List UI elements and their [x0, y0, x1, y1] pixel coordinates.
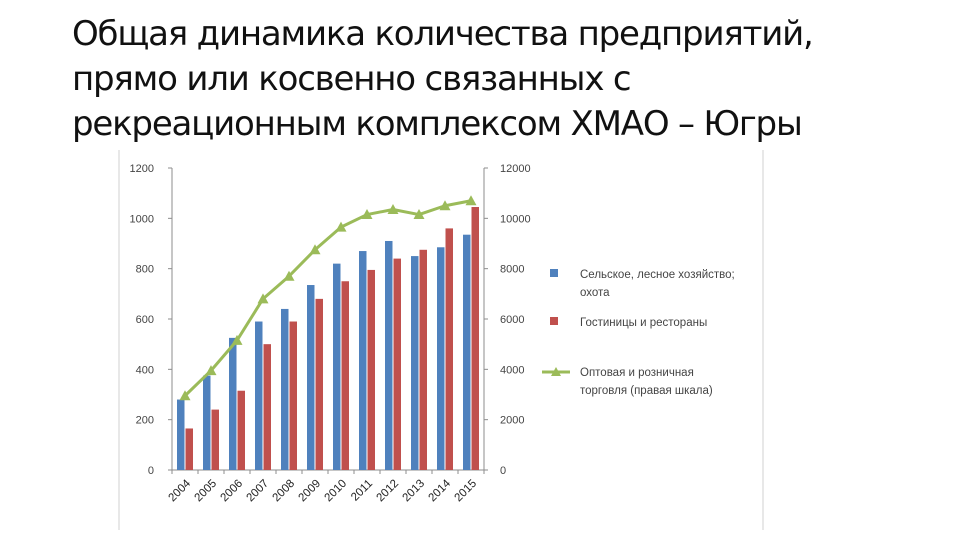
- title-line-1: Общая динамика количества предприятий,: [72, 14, 814, 54]
- y-right-tick-label: 12000: [500, 163, 531, 175]
- bar-series-1: [333, 263, 341, 470]
- line-point: [231, 334, 243, 345]
- legend-swatch: [550, 269, 558, 277]
- bar-series-2: [263, 344, 271, 470]
- y-right-tick-label: 6000: [500, 314, 524, 326]
- bar-series-2: [289, 321, 297, 470]
- bar-series-2: [393, 258, 401, 470]
- line-point: [387, 204, 399, 215]
- bar-series-2: [341, 281, 349, 470]
- bar-series-1: [359, 251, 367, 470]
- bar-series-2: [419, 249, 427, 470]
- plot-area: 0200400600800100012000200040006000800010…: [130, 163, 531, 504]
- line-point: [335, 221, 347, 232]
- line-point: [361, 209, 373, 220]
- bar-series-2: [185, 428, 193, 470]
- y-left-tick-label: 200: [136, 415, 154, 427]
- legend: Сельское, лесное хозяйство; охота Гостиниц…: [542, 269, 735, 397]
- bar-series-1: [255, 321, 263, 470]
- bar-series-2: [315, 298, 323, 470]
- legend-label: Гостиницы и рестораны: [580, 317, 707, 329]
- legend-label: Оптовая и розничная: [580, 367, 694, 379]
- bar-series-1: [229, 337, 237, 470]
- chart-svg: 0200400600800100012000200040006000800010…: [118, 150, 764, 530]
- bar-series-1: [203, 375, 211, 470]
- y-right-tick-label: 2000: [500, 415, 524, 427]
- y-right-tick-label: 8000: [500, 264, 524, 276]
- line-point: [465, 195, 477, 206]
- x-tick-label: 2015: [453, 478, 480, 505]
- y-left-tick-label: 800: [136, 264, 154, 276]
- bar-series-2: [211, 409, 219, 470]
- x-tick-label: 2010: [323, 478, 350, 505]
- title-line-3: рекреационным комплексом ХМАО – Югры: [72, 104, 803, 144]
- line-point: [309, 244, 321, 255]
- y-left-tick-label: 600: [136, 314, 154, 326]
- bar-series-1: [463, 234, 471, 470]
- line-point: [283, 270, 295, 281]
- x-tick-label: 2006: [219, 478, 246, 505]
- line-point: [205, 365, 217, 376]
- bar-series-2: [445, 228, 453, 470]
- y-left-tick-label: 1200: [130, 163, 154, 175]
- y-right-tick-label: 4000: [500, 364, 524, 376]
- x-tick-label: 2008: [271, 478, 298, 505]
- x-tick-label: 2012: [375, 478, 402, 505]
- line-point: [413, 209, 425, 220]
- bar-series-1: [385, 240, 393, 470]
- line-point: [179, 390, 191, 401]
- legend-marker: [551, 367, 561, 376]
- x-tick-label: 2011: [349, 478, 375, 504]
- x-tick-label: 2007: [245, 478, 272, 505]
- y-left-tick-label: 400: [136, 364, 154, 376]
- y-right-tick-label: 0: [500, 465, 506, 477]
- legend-label: торговля (правая шкала): [580, 385, 713, 397]
- legend-label: Сельское, лесное хозяйство;: [580, 269, 735, 281]
- bar-series-2: [471, 207, 479, 470]
- x-tick-label: 2005: [193, 478, 220, 505]
- bar-series-2: [237, 390, 245, 470]
- line-point: [439, 200, 451, 211]
- bar-series-1: [307, 285, 315, 470]
- x-tick-label: 2013: [401, 478, 428, 505]
- title-line-2: прямо или косвенно связанных с: [72, 59, 632, 99]
- bar-series-1: [437, 247, 445, 470]
- x-tick-label: 2014: [427, 477, 454, 504]
- bar-series-1: [411, 256, 419, 470]
- y-left-tick-label: 0: [148, 465, 154, 477]
- chart-frame: 0 200 400 600 800 1000 1200 0 2000 4000 6000 8000 10…: [118, 150, 764, 530]
- bar-series-1: [281, 308, 289, 470]
- y-right-tick-label: 10000: [500, 213, 531, 225]
- x-tick-label: 2004: [167, 477, 194, 504]
- slide-title: Общая динамика количества предприятий, п…: [72, 12, 932, 147]
- y-left-tick-label: 1000: [130, 213, 154, 225]
- legend-label: охота: [580, 287, 610, 299]
- line-point: [257, 293, 269, 304]
- bar-series-2: [367, 269, 375, 470]
- line-series-1: [183, 199, 472, 397]
- x-tick-label: 2009: [297, 478, 324, 505]
- bar-series-1: [177, 399, 185, 470]
- legend-swatch: [550, 317, 558, 325]
